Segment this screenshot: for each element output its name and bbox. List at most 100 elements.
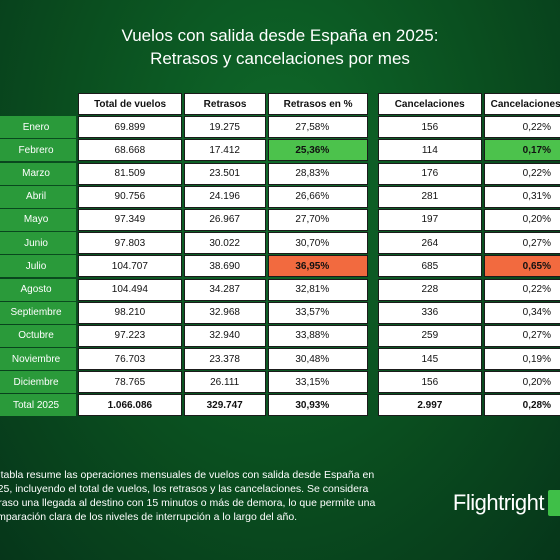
cell-cancelaciones-pct: 0,22% bbox=[483, 162, 560, 185]
cell-cancelaciones: 228 bbox=[378, 278, 482, 301]
cell-retrasos: 329.747 bbox=[183, 394, 266, 417]
cell-cancelaciones: 114 bbox=[378, 139, 482, 162]
cell-cancelaciones: 336 bbox=[378, 301, 482, 324]
flights-table: Total de vuelos Retrasos Retrasos en % C… bbox=[0, 93, 560, 418]
cell-cancelaciones-pct: 0,31% bbox=[483, 185, 560, 208]
table-row: Noviembre 76.703 23.378 30,48% 145 0,19% bbox=[0, 348, 560, 371]
cell-retrasos-pct: 30,70% bbox=[267, 232, 369, 255]
footnote-line: comparación clara de los niveles de inte… bbox=[0, 511, 298, 523]
cell-cancelaciones: 197 bbox=[378, 208, 482, 231]
cell-retrasos: 32.940 bbox=[183, 324, 266, 347]
cell-retrasos-pct: 33,88% bbox=[267, 324, 369, 347]
table-row: Abril 90.756 24.196 26,66% 281 0,31% bbox=[0, 185, 560, 209]
table-row: Diciembre 78.765 26.111 33,15% 156 0,20% bbox=[0, 371, 560, 394]
cell-cancelaciones: 176 bbox=[378, 162, 482, 185]
cell-retrasos: 19.275 bbox=[183, 116, 266, 139]
cell-cancelaciones-pct: 0,20% bbox=[483, 208, 560, 231]
table-row: Agosto 104.494 34.287 32,81% 228 0,22% bbox=[0, 278, 560, 302]
cell-retrasos: 38.690 bbox=[183, 255, 266, 278]
table-row: Septiembre 98.210 32.968 33,57% 336 0,34% bbox=[0, 301, 560, 325]
cell-retrasos: 23.501 bbox=[183, 162, 266, 185]
logo-text: Flightright bbox=[452, 490, 545, 515]
table-row: Julio 104.707 38.690 36,95% 685 0,65% bbox=[0, 255, 560, 278]
header-retrasos: Retrasos bbox=[183, 93, 267, 115]
cell-vuelos: 68.668 bbox=[78, 139, 182, 162]
cell-retrasos: 34.287 bbox=[183, 278, 266, 301]
cell-cancelaciones-pct: 0,28% bbox=[483, 394, 560, 417]
cell-cancelaciones-pct: 0,19% bbox=[483, 348, 560, 371]
cell-retrasos: 30.022 bbox=[183, 232, 266, 255]
header-cancelaciones: Cancelaciones bbox=[377, 93, 482, 115]
cell-retrasos-pct: 28,83% bbox=[267, 162, 369, 185]
cell-retrasos: 23.378 bbox=[183, 348, 266, 371]
cell-vuelos: 78.765 bbox=[78, 371, 182, 394]
cell-cancelaciones: 281 bbox=[378, 185, 482, 208]
cell-cancelaciones-pct: 0,20% bbox=[483, 371, 560, 394]
cell-retrasos: 26.111 bbox=[183, 371, 266, 394]
cell-retrasos: 26.967 bbox=[183, 208, 266, 231]
table-header-row: Total de vuelos Retrasos Retrasos en % C… bbox=[0, 93, 560, 116]
cell-vuelos: 90.756 bbox=[78, 185, 182, 208]
cell-retrasos: 24.196 bbox=[183, 185, 266, 208]
page-title: Vuelos con salida desde España en 2025: … bbox=[0, 24, 560, 70]
cell-retrasos: 32.968 bbox=[183, 301, 266, 324]
row-label: Total 2025 bbox=[0, 394, 77, 417]
row-label: Diciembre bbox=[0, 371, 77, 394]
cell-vuelos: 97.803 bbox=[78, 232, 182, 255]
title-line-1: Vuelos con salida desde España en 2025: bbox=[121, 26, 439, 45]
table-total-row: Total 2025 1.066.086 329.747 30,93% 2.99… bbox=[0, 394, 560, 417]
row-label: Enero bbox=[0, 116, 77, 139]
cell-cancelaciones: 156 bbox=[378, 371, 482, 394]
cell-retrasos-pct: 26,66% bbox=[267, 185, 369, 208]
row-label: Abril bbox=[0, 185, 77, 208]
cell-cancelaciones: 264 bbox=[378, 232, 482, 255]
row-label: Agosto bbox=[0, 278, 77, 301]
cell-cancelaciones-pct: 0,27% bbox=[483, 232, 560, 255]
header-corner bbox=[0, 93, 76, 115]
row-label: Febrero bbox=[0, 139, 77, 162]
row-label: Noviembre bbox=[0, 348, 77, 371]
cell-cancelaciones: 685 bbox=[378, 255, 482, 278]
cell-retrasos-pct: 36,95% bbox=[267, 255, 369, 278]
row-label: Mayo bbox=[0, 208, 77, 231]
cell-cancelaciones-pct: 0,17% bbox=[483, 139, 560, 162]
footnote-line: 2025, incluyendo el total de vuelos, los… bbox=[0, 483, 369, 495]
cell-retrasos-pct: 30,48% bbox=[267, 348, 369, 371]
header-retrasos-pct: Retrasos en % bbox=[268, 93, 369, 115]
table-row: Octubre 97.223 32.940 33,88% 259 0,27% bbox=[0, 324, 560, 348]
cell-vuelos: 97.349 bbox=[78, 208, 182, 231]
logo-mark-icon bbox=[548, 490, 560, 516]
footnote-line: La tabla resume las operaciones mensuale… bbox=[0, 469, 375, 481]
table-row: Mayo 97.349 26.967 27,70% 197 0,20% bbox=[0, 208, 560, 232]
cell-cancelaciones-pct: 0,65% bbox=[483, 255, 560, 278]
title-line-2: Retrasos y cancelaciones por mes bbox=[150, 49, 410, 68]
cell-retrasos-pct: 30,93% bbox=[267, 394, 369, 417]
header-cancelaciones-pct: Cancelaciones bbox=[483, 93, 560, 115]
row-label: Septiembre bbox=[0, 301, 77, 324]
table-row: Junio 97.803 30.022 30,70% 264 0,27% bbox=[0, 232, 560, 255]
cell-cancelaciones: 259 bbox=[378, 324, 482, 347]
cell-cancelaciones-pct: 0,34% bbox=[483, 301, 560, 324]
row-label: Marzo bbox=[0, 162, 77, 185]
cell-vuelos: 76.703 bbox=[78, 348, 182, 371]
header-total-vuelos: Total de vuelos bbox=[78, 93, 182, 115]
cell-cancelaciones-pct: 0,27% bbox=[483, 324, 560, 347]
cell-vuelos: 1.066.086 bbox=[78, 394, 182, 417]
row-label: Julio bbox=[0, 255, 77, 278]
table-row: Febrero 68.668 17.412 25,36% 114 0,17% bbox=[0, 139, 560, 162]
cell-vuelos: 104.494 bbox=[78, 278, 182, 301]
cell-cancelaciones-pct: 0,22% bbox=[483, 116, 560, 139]
flightright-logo: Flightright bbox=[453, 490, 560, 516]
cell-cancelaciones: 156 bbox=[378, 116, 482, 139]
footnote-line: retraso una llegada al destino con 15 mi… bbox=[0, 497, 376, 509]
row-label: Junio bbox=[0, 232, 77, 255]
table-row: Marzo 81.509 23.501 28,83% 176 0,22% bbox=[0, 162, 560, 186]
cell-retrasos-pct: 33,15% bbox=[267, 371, 369, 394]
cell-retrasos-pct: 27,70% bbox=[267, 208, 369, 231]
cell-cancelaciones-pct: 0,22% bbox=[483, 278, 560, 301]
cell-vuelos: 81.509 bbox=[78, 162, 182, 185]
cell-vuelos: 98.210 bbox=[78, 301, 182, 324]
cell-retrasos-pct: 33,57% bbox=[267, 301, 369, 324]
cell-cancelaciones: 145 bbox=[378, 348, 482, 371]
cell-vuelos: 97.223 bbox=[78, 324, 182, 347]
